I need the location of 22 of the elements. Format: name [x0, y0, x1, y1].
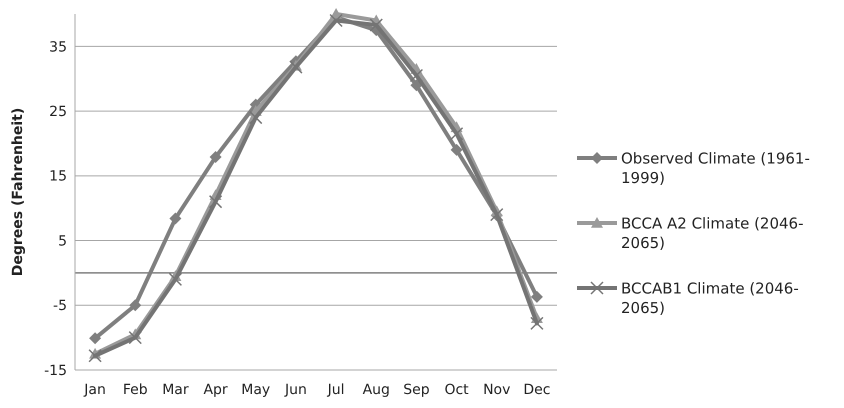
x-tick-label: May [241, 382, 270, 398]
y-axis-title: Degrees (Fahrenheit) [10, 108, 26, 276]
x-tick-label: Oct [444, 382, 470, 398]
x-tick-label: Jul [326, 382, 345, 398]
x-tick-label: Aug [362, 382, 390, 398]
x-tick-label: Feb [122, 382, 148, 398]
y-tick-label: -15 [44, 362, 67, 379]
x-tick-label: Jun [284, 382, 307, 398]
x-tick-label: Sep [403, 382, 430, 398]
y-tick-label: 25 [49, 104, 67, 120]
x-tick-label: Mar [162, 382, 189, 398]
x-tick-label: Apr [203, 382, 228, 398]
legend-label: BCCAB1 Climate (2046-2065) [621, 279, 799, 317]
y-tick-label: 35 [49, 39, 67, 56]
y-tick-label: 15 [49, 168, 67, 185]
x-tick-label: Dec [523, 382, 550, 398]
x-tick-label: Jan [83, 382, 106, 398]
legend-label: BCCA A2 Climate (2046-2065) [621, 214, 804, 252]
y-tick-label: 5 [58, 233, 67, 250]
y-tick-label: -5 [53, 298, 67, 314]
x-tick-label: Nov [483, 382, 510, 398]
legend-label: Observed Climate (1961-1999) [621, 149, 810, 187]
